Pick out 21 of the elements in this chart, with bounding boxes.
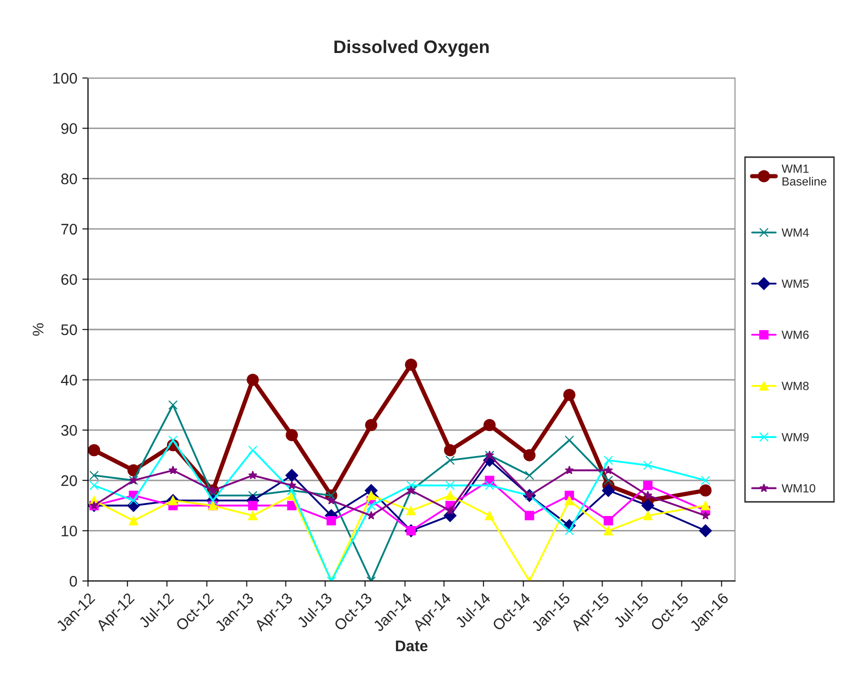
- y-tick-label: 80: [61, 173, 77, 184]
- y-tick-label: 50: [61, 324, 77, 336]
- legend-label: WM8: [782, 382, 809, 390]
- y-tick-label: 100: [53, 72, 77, 84]
- legend-label: WM6: [782, 330, 809, 340]
- y-tick-label: 70: [61, 224, 77, 235]
- legend-label: WM4: [782, 228, 809, 237]
- legend-label: WM5: [782, 280, 809, 288]
- y-axis-title: %: [32, 323, 44, 336]
- legend-label: WM10: [782, 484, 816, 492]
- legend-label: WM1 Baseline: [782, 164, 826, 186]
- y-tick-label: 20: [61, 475, 77, 486]
- y-tick-label: 10: [62, 526, 77, 536]
- chart-title: Dissolved Oxygen: [334, 40, 489, 57]
- y-tick-label: 0: [70, 576, 77, 587]
- legend-label: WM9: [782, 432, 809, 442]
- y-tick-label: 90: [61, 123, 77, 134]
- y-tick-label: 40: [60, 374, 77, 386]
- x-axis-title: Date: [396, 640, 428, 652]
- y-tick-label: 60: [61, 274, 77, 285]
- y-tick-label: 30: [61, 424, 77, 436]
